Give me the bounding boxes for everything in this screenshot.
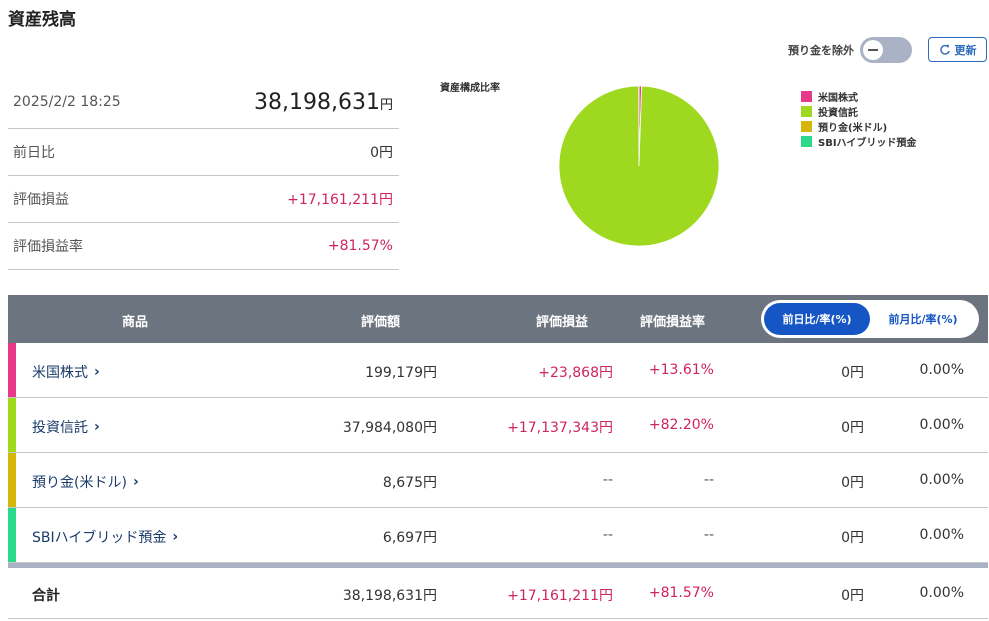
summary-label: 前日比 [13, 145, 55, 161]
row-color-bar [8, 508, 16, 562]
exclude-deposit-toggle[interactable] [860, 37, 912, 63]
total-gain: +17,161,211円 [507, 588, 613, 604]
table-total-row: 合計 38,198,631円 +17,161,211円 +81.57% 0円 0… [8, 568, 988, 619]
row-day-change: 0円 [841, 530, 864, 546]
legend-item: 預り金(米ドル) [801, 119, 916, 134]
legend-swatch [801, 106, 812, 117]
row-color-bar [8, 398, 16, 452]
row-gain-rate: +13.61% [648, 362, 714, 378]
summary-label: 評価損益 [13, 192, 69, 208]
table-row: 米国株式 › 199,179円 +23,868円 +13.61% 0円 0.00% [8, 343, 988, 398]
legend-label: 預り金(米ドル) [818, 123, 888, 134]
chevron-right-icon: › [132, 474, 139, 490]
toggle-knob-icon [863, 40, 883, 60]
row-product-link[interactable]: 預り金(米ドル) › [32, 472, 139, 492]
row-product-link[interactable]: SBIハイブリッド預金 › [32, 527, 178, 547]
col-header-valuation: 評価額 [361, 315, 401, 330]
asset-allocation-pie-chart [558, 85, 720, 247]
legend-swatch [801, 121, 812, 132]
row-gain-rate: -- [703, 472, 714, 488]
col-header-gain-rate: 評価損益率 [640, 315, 706, 330]
col-header-product: 商品 [122, 315, 149, 330]
row-gain: -- [602, 472, 613, 488]
summary-value: +81.57% [327, 238, 393, 254]
total-valuation: 38,198,631円 [342, 588, 437, 604]
row-day-pct: 0.00% [919, 362, 964, 378]
row-day-pct: 0.00% [919, 417, 964, 433]
row-gain-rate: +82.20% [648, 417, 714, 433]
chevron-right-icon: › [94, 419, 100, 435]
exclude-deposit-label: 預り金を除外 [788, 44, 854, 57]
legend-item: 投資信託 [801, 104, 916, 119]
row-gain: +23,868円 [538, 365, 613, 381]
legend-label: 米国株式 [818, 93, 858, 104]
tab-month-change[interactable]: 前月比/率(%) [870, 303, 976, 335]
summary-row-gain-rate: 評価損益率 +81.57% [8, 223, 399, 270]
row-product-link[interactable]: 投資信託 › [32, 417, 100, 437]
chevron-right-icon: › [94, 364, 100, 380]
row-product-name: 米国株式 [32, 365, 88, 381]
summary-total-row: 2025/2/2 18:25 38,198,631円 [8, 76, 399, 129]
row-day-pct: 0.00% [919, 527, 964, 543]
legend-swatch [801, 136, 812, 147]
summary-row-day-change: 前日比 0円 [8, 129, 399, 176]
summary-value: 0円 [370, 145, 393, 161]
row-day-pct: 0.00% [919, 472, 964, 488]
row-product-name: 投資信託 [32, 420, 88, 436]
summary-datetime: 2025/2/2 18:25 [13, 94, 121, 110]
refresh-label: 更新 [954, 43, 977, 57]
refresh-icon [939, 43, 950, 55]
holdings-table: 商品 評価額 評価損益 評価損益率 前日比/率(%) 前月比/率(%) 米国株式… [8, 295, 988, 619]
legend-item: 米国株式 [801, 89, 916, 104]
chevron-right-icon: › [172, 529, 179, 545]
summary-total-yen: 円 [379, 97, 393, 113]
table-row: 預り金(米ドル) › 8,675円 -- -- 0円 0.00% [8, 453, 988, 508]
summary-row-gain: 評価損益 +17,161,211円 [8, 176, 399, 223]
row-valuation: 8,675円 [382, 475, 437, 491]
exclude-deposit-toggle-group: 預り金を除外 [788, 37, 912, 63]
total-day-pct: 0.00% [919, 585, 964, 601]
legend-label: SBIハイブリッド預金 [818, 138, 917, 149]
summary-panel: 2025/2/2 18:25 38,198,631円 前日比 0円 評価損益 +… [8, 76, 399, 270]
row-valuation: 199,179円 [365, 365, 437, 381]
total-day-change: 0円 [841, 588, 864, 604]
row-day-change: 0円 [841, 475, 864, 491]
row-gain: -- [602, 527, 613, 543]
row-day-change: 0円 [841, 365, 864, 381]
row-day-change: 0円 [841, 420, 864, 436]
row-valuation: 6,697円 [382, 530, 437, 546]
page-title: 資産残高 [8, 10, 76, 30]
legend-label: 投資信託 [818, 108, 858, 119]
row-color-bar [8, 343, 16, 397]
table-row: 投資信託 › 37,984,080円 +17,137,343円 +82.20% 0… [8, 398, 988, 453]
total-label: 合計 [32, 588, 60, 604]
total-gain-rate: +81.57% [648, 585, 714, 601]
legend-swatch [801, 91, 812, 102]
summary-label: 評価損益率 [13, 239, 83, 255]
pie-legend: 米国株式 投資信託 預り金(米ドル) SBIハイブリッド預金 [801, 89, 916, 149]
table-separator [8, 563, 988, 568]
pie-chart-title: 資産構成比率 [440, 83, 500, 94]
table-header: 商品 評価額 評価損益 評価損益率 前日比/率(%) 前月比/率(%) [8, 295, 988, 343]
legend-item: SBIハイブリッド預金 [801, 134, 916, 149]
row-product-name: 預り金(米ドル) [32, 475, 127, 491]
row-valuation: 37,984,080円 [342, 420, 437, 436]
row-product-link[interactable]: 米国株式 › [32, 362, 100, 382]
row-gain-rate: -- [703, 527, 714, 543]
summary-total: 38,198,631円 [254, 90, 393, 115]
row-product-name: SBIハイブリッド預金 [32, 530, 167, 546]
summary-value: +17,161,211円 [287, 192, 393, 208]
col-header-gain: 評価損益 [536, 315, 589, 330]
table-row: SBIハイブリッド預金 › 6,697円 -- -- 0円 0.00% [8, 508, 988, 563]
summary-total-value: 38,198,631 [254, 89, 380, 115]
tab-day-change[interactable]: 前日比/率(%) [764, 303, 870, 335]
period-segmented-control: 前日比/率(%) 前月比/率(%) [761, 300, 979, 338]
row-color-bar [8, 453, 16, 507]
refresh-button[interactable]: 更新 [928, 37, 987, 62]
row-gain: +17,137,343円 [507, 420, 613, 436]
